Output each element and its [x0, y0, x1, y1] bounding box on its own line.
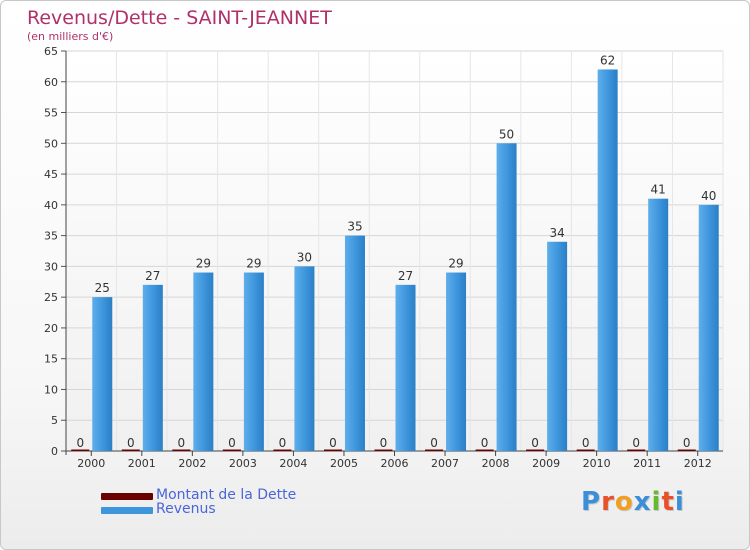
x-tick-label: 2001: [128, 457, 156, 470]
data-label-dette: 0: [683, 436, 691, 450]
y-tick-label: 20: [44, 322, 58, 335]
bar-revenus: [193, 272, 214, 451]
legend-label-revenus: Revenus: [156, 501, 216, 517]
bar-dette: [222, 449, 241, 451]
bar-dette: [475, 449, 494, 451]
data-label-dette: 0: [228, 436, 236, 450]
x-tick-label: 2002: [178, 457, 206, 470]
y-tick-label: 50: [44, 137, 58, 150]
data-label-revenus: 29: [246, 257, 261, 271]
data-label-revenus: 40: [701, 189, 716, 203]
data-label-revenus: 27: [398, 269, 413, 283]
bar-revenus: [446, 272, 467, 451]
y-tick-label: 25: [44, 291, 58, 304]
logo-letter: P: [581, 487, 602, 517]
bar-dette: [273, 449, 292, 451]
y-tick-label: 35: [44, 230, 58, 243]
x-tick-label: 2005: [330, 457, 358, 470]
data-label-revenus: 62: [600, 53, 615, 67]
bar-dette: [323, 449, 342, 451]
data-label-revenus: 34: [549, 226, 564, 240]
y-tick-label: 5: [51, 414, 58, 427]
x-tick-label: 2009: [532, 457, 560, 470]
logo-letter: r: [601, 487, 615, 517]
bar-revenus: [648, 198, 669, 451]
plot-area: [66, 51, 723, 451]
y-tick-label: 45: [44, 168, 58, 181]
y-tick-label: 55: [44, 107, 58, 120]
data-label-revenus: 30: [297, 250, 312, 264]
bar-dette: [526, 449, 545, 451]
x-tick-label: 2004: [279, 457, 307, 470]
y-tick-label: 15: [44, 353, 58, 366]
data-label-dette: 0: [178, 436, 186, 450]
data-label-dette: 0: [76, 436, 84, 450]
x-tick-label: 2010: [583, 457, 611, 470]
bar-revenus: [243, 272, 264, 451]
bar-revenus: [294, 266, 315, 451]
logo-letter: o: [614, 487, 634, 517]
proxiti-logo: Proxiti: [581, 487, 685, 517]
data-label-dette: 0: [329, 436, 337, 450]
x-tick-label: 2003: [229, 457, 257, 470]
data-label-revenus: 29: [196, 257, 211, 271]
data-label-dette: 0: [430, 436, 438, 450]
y-tick-label: 10: [44, 383, 58, 396]
logo-letter: i: [674, 487, 685, 517]
data-label-revenus: 41: [651, 183, 666, 197]
bar-revenus: [698, 204, 719, 451]
bar-revenus: [547, 241, 568, 451]
data-label-dette: 0: [531, 436, 539, 450]
bar-dette: [576, 449, 595, 451]
x-tick-label: 2011: [633, 457, 661, 470]
bar-revenus: [395, 284, 416, 451]
bar-dette: [71, 449, 90, 451]
x-tick-label: 2012: [684, 457, 712, 470]
data-label-dette: 0: [582, 436, 590, 450]
x-tick-label: 2006: [381, 457, 409, 470]
bar-revenus: [142, 284, 163, 451]
data-label-dette: 0: [279, 436, 287, 450]
y-tick-label: 40: [44, 199, 58, 212]
x-tick-label: 2000: [77, 457, 105, 470]
y-tick-label: 0: [51, 445, 58, 458]
logo-letter: x: [633, 487, 652, 517]
bar-revenus: [597, 69, 618, 451]
bar-dette: [677, 449, 696, 451]
bar-revenus: [496, 143, 517, 452]
y-tick-label: 60: [44, 76, 58, 89]
data-label-revenus: 50: [499, 127, 514, 141]
bar-dette: [121, 449, 140, 451]
logo-letter: t: [661, 487, 675, 517]
data-label-revenus: 27: [145, 269, 160, 283]
chart-subtitle: (en milliers d'€): [27, 30, 114, 43]
y-tick-label: 30: [44, 260, 58, 273]
logo-letter: i: [651, 487, 662, 517]
bar-dette: [425, 449, 444, 451]
legend-swatch-dette: [101, 493, 153, 500]
legend-label-dette: Montant de la Dette: [156, 487, 297, 503]
data-label-dette: 0: [380, 436, 388, 450]
bar-revenus: [92, 297, 113, 451]
x-tick-label: 2007: [431, 457, 459, 470]
data-label-revenus: 29: [448, 257, 463, 271]
data-label-dette: 0: [481, 436, 489, 450]
bar-dette: [374, 449, 393, 451]
legend-swatch-revenus: [101, 507, 153, 514]
bar-dette: [172, 449, 191, 451]
data-label-dette: 0: [632, 436, 640, 450]
x-tick-label: 2008: [482, 457, 510, 470]
data-label-revenus: 25: [95, 281, 110, 295]
data-label-revenus: 35: [347, 220, 362, 234]
y-tick-label: 65: [44, 45, 58, 58]
bar-revenus: [344, 235, 365, 451]
chart-title: Revenus/Dette - SAINT-JEANNET: [27, 7, 332, 29]
bar-dette: [627, 449, 646, 451]
data-label-dette: 0: [127, 436, 135, 450]
